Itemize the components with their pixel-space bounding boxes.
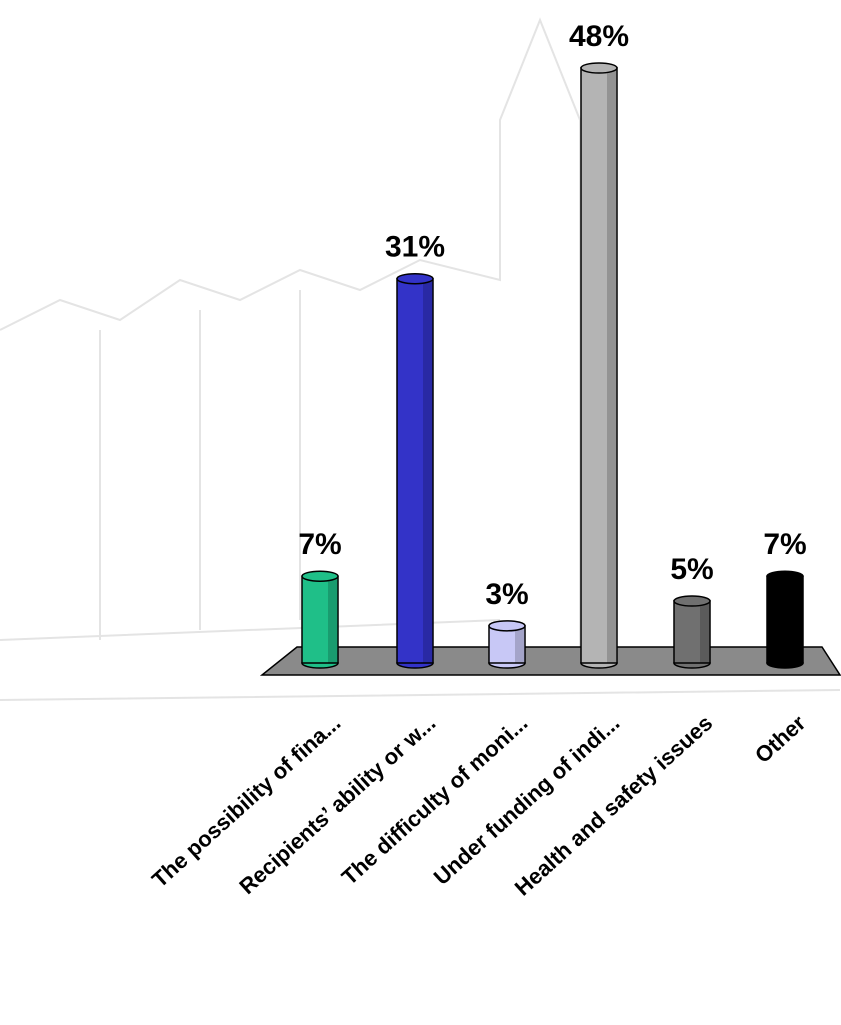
bar [673, 600, 711, 664]
value-label: 5% [670, 553, 713, 586]
value-label: 7% [298, 528, 341, 561]
bar-shade [607, 68, 616, 663]
x-tick-label: Other [750, 710, 811, 768]
bar-top [301, 570, 339, 582]
bar-shade [423, 278, 432, 663]
bar-shade [515, 625, 524, 663]
value-label: 7% [763, 528, 806, 561]
bar-shade [328, 576, 337, 663]
x-tick-label: The possibility of fina... [147, 710, 345, 892]
bar [488, 625, 526, 664]
value-label: 3% [485, 578, 528, 611]
bar-shade [700, 601, 709, 663]
x-tick-label: The difficulty of moni... [337, 710, 533, 890]
bar-top [766, 570, 804, 582]
bar [301, 575, 339, 664]
bar-top [580, 62, 618, 74]
bar-shade [793, 576, 802, 663]
bar-top [396, 272, 434, 285]
bar-top [488, 620, 526, 632]
bar-top [673, 595, 711, 607]
value-label: 48% [569, 20, 629, 53]
value-label: 31% [385, 231, 445, 264]
floor [259, 646, 841, 676]
bar [580, 67, 618, 664]
x-tick-label: Under funding of indi... [429, 710, 625, 890]
x-tick-label: Health and safety issues [510, 710, 718, 900]
background-sketch [0, 17, 841, 701]
